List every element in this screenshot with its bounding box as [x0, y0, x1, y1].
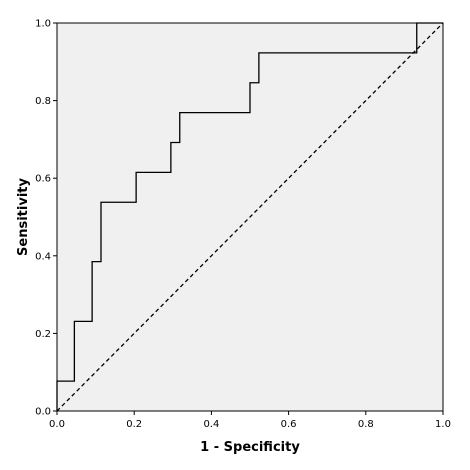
y-tick-label: 1.0: [35, 19, 51, 30]
reference-diagonal-line: [56, 22, 444, 412]
y-tick-label: 0.0: [35, 407, 51, 418]
series-layer: [56, 22, 444, 412]
y-tick-label: 0.6: [35, 174, 51, 185]
x-tick-label: 0.6: [281, 419, 297, 430]
x-axis-title: 1 - Specificity: [200, 440, 300, 455]
plot-frame: [56, 22, 444, 412]
y-tick-label: 0.8: [35, 96, 51, 107]
ticks-layer: 0.0 0.2 0.4 0.6 0.8 1.0 0.0 0.2 0.4 0.6 0.8 1.0: [35, 19, 451, 431]
y-tick-label: 0.4: [35, 251, 51, 262]
roc-curve-line: [56, 22, 443, 411]
y-axis-title: Sensitivity: [16, 178, 31, 256]
x-tick-label: 1.0: [435, 419, 451, 430]
x-tick-label: 0.2: [126, 419, 142, 430]
x-tick-label: 0.4: [203, 419, 219, 430]
y-tick-label: 0.2: [35, 329, 51, 340]
x-tick-label: 0.0: [49, 419, 65, 430]
x-tick-label: 0.8: [358, 419, 374, 430]
